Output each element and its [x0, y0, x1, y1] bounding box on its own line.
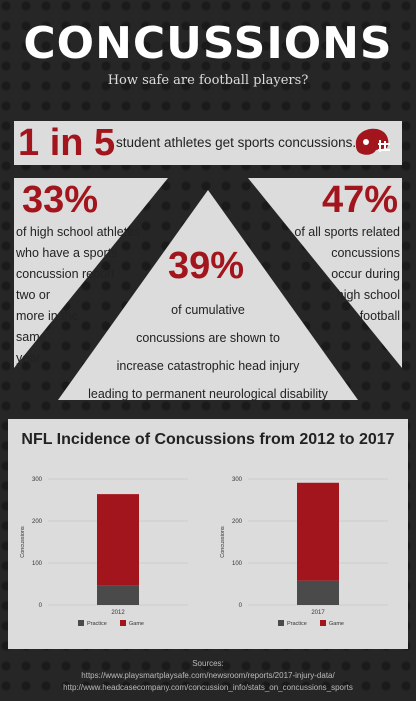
- stat-47-line: football: [359, 309, 400, 323]
- triangle-graphic: [14, 178, 402, 400]
- x-tick-label: 2012: [111, 610, 125, 616]
- stat-47-line: occur during: [331, 267, 400, 281]
- stat-39-percent: 39%: [168, 245, 245, 287]
- stat-33-line: of high school athletes: [16, 225, 141, 239]
- left-stat-panel: [14, 178, 168, 368]
- stat-47-line: of all sports related: [294, 225, 400, 239]
- stat-47-text: of all sports related concussions occur …: [270, 222, 400, 327]
- chart-title: NFL Incidence of Concussions from 2012 t…: [21, 431, 395, 448]
- y-tick-label: 200: [32, 519, 43, 525]
- legend-label: Game: [129, 621, 144, 627]
- legend-label: Practice: [287, 621, 307, 627]
- stat-band: [14, 121, 402, 165]
- legend-label: Practice: [87, 621, 107, 627]
- stat-33-text: of high school athletes who have a sport…: [16, 222, 146, 369]
- stat-1-in-5-text: student athletes get sports concussions.: [116, 135, 357, 150]
- y-tick-label: 100: [232, 561, 243, 567]
- stat-33-line: year: [16, 351, 41, 365]
- y-tick-label: 0: [239, 603, 243, 609]
- y-tick-label: 200: [232, 519, 243, 525]
- stat-39-line: increase catastrophic head injury: [116, 359, 300, 373]
- source-link[interactable]: https://www.playsmartplaysafe.com/newsro…: [81, 671, 335, 680]
- page-subtitle: How safe are football players?: [107, 73, 309, 88]
- legend-swatch: [120, 620, 126, 626]
- legend-swatch: [320, 620, 326, 626]
- stat-47-percent: 47%: [322, 179, 399, 221]
- x-tick-label: 2017: [311, 610, 325, 616]
- y-axis-label: Concussions: [220, 526, 226, 558]
- stat-33-line: same: [16, 330, 47, 344]
- legend-label: Game: [329, 621, 344, 627]
- sources: Sources: https://www.playsmartplaysafe.c…: [0, 658, 416, 694]
- stat-39-line: leading to permanent neurological disabi…: [88, 387, 328, 401]
- stat-39-line: of cumulative: [171, 303, 245, 317]
- bar-game: [297, 482, 339, 581]
- concussion-charts: 0 100 200 300 Concussions 2012 Practice Game 0 10…: [20, 477, 388, 627]
- football-helmet-icon: [355, 128, 390, 155]
- y-tick-label: 100: [32, 561, 43, 567]
- right-stat-panel: [248, 178, 402, 368]
- bar-practice: [297, 580, 339, 605]
- legend-swatch: [278, 620, 284, 626]
- legend-swatch: [78, 620, 84, 626]
- bar-practice: [97, 585, 139, 605]
- stat-33-line: two or: [16, 288, 51, 302]
- y-tick-label: 300: [232, 477, 243, 483]
- stat-33-line: concussion report: [16, 267, 115, 281]
- stat-1-in-5: 1 in 5: [18, 122, 116, 164]
- bar-game: [97, 494, 139, 586]
- y-axis-label: Concussions: [20, 526, 26, 558]
- stat-39-line: concussions are shown to: [136, 331, 280, 345]
- page-title: CONCUSSIONS: [23, 18, 393, 69]
- stat-47-line: concussions: [331, 246, 400, 260]
- stat-33-line: who have a sports: [16, 246, 118, 260]
- stat-33-line: more in the: [16, 309, 79, 323]
- stat-47-line: high school: [336, 288, 400, 302]
- stat-33-percent: 33%: [22, 179, 99, 221]
- center-stat-panel: [58, 190, 358, 400]
- y-tick-label: 0: [39, 603, 43, 609]
- chart-panel: [8, 419, 408, 649]
- y-tick-label: 300: [32, 477, 43, 483]
- sources-label: Sources:: [192, 659, 224, 668]
- source-link[interactable]: http://www.headcasecompany.com/concussio…: [63, 683, 353, 692]
